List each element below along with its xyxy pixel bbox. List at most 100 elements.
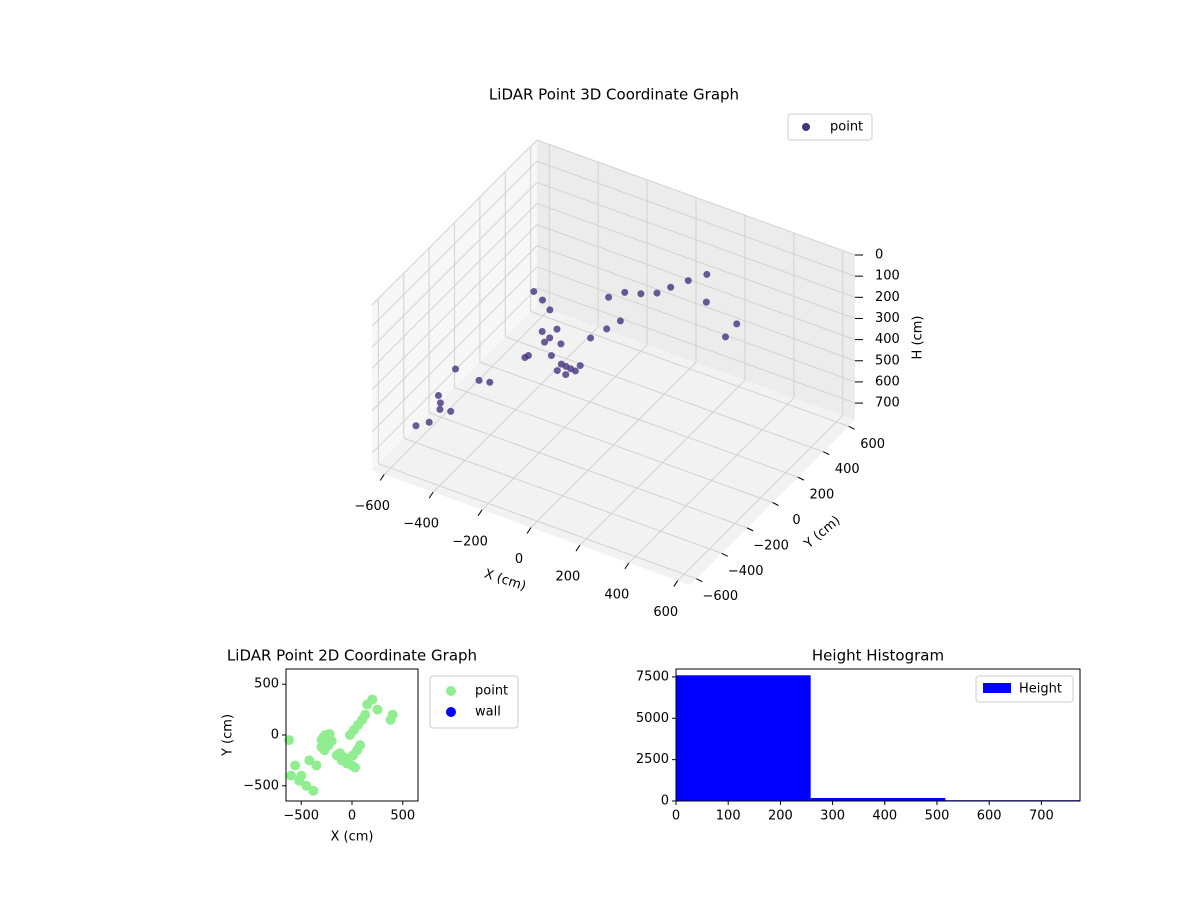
tick-mark [721,552,728,557]
z-tick-label: 200 [875,290,900,305]
point [605,293,613,301]
point [436,405,444,413]
point [308,785,319,796]
grid-line [530,310,849,427]
y-tick-label: 0 [271,728,279,743]
x-tick-label: 0 [515,552,523,567]
grid-line [371,160,538,327]
y-tick-label: −500 [243,778,279,793]
x-tick-label: 600 [977,809,1002,824]
z-tick-label: 300 [875,311,900,326]
grid-line [536,245,856,362]
z-tick-label: 600 [875,374,900,389]
y-tick-label: 5000 [636,711,669,726]
tick-mark [772,502,779,506]
grid-line [371,266,538,433]
point [553,325,561,333]
point [562,371,570,379]
point [294,775,305,786]
y-axis-label: Y (cm) [221,714,236,757]
legend-label: point [475,684,508,699]
grid-line [536,266,856,383]
point [653,289,661,297]
y-tick-label: 7500 [636,669,669,684]
chart-title: Height Histogram [812,647,944,665]
x-tick-label: 700 [1029,809,1054,824]
x-tick-label: 200 [768,809,793,824]
point [538,296,546,304]
x-tick-label: 200 [556,570,581,585]
point [546,306,554,314]
x-tick-label: 600 [653,605,678,620]
z-tick-label: 400 [875,332,900,347]
point [576,362,584,370]
x-tick-label: −500 [283,809,319,824]
tick-mark [379,474,385,481]
grid-line [371,245,538,412]
legend-label: wall [475,705,501,720]
tick-mark [797,476,805,481]
point [434,391,442,399]
legend-marker [446,707,456,717]
x-tick-label: 500 [925,809,950,824]
point [684,277,692,285]
point [702,298,710,306]
point [372,704,383,715]
point [286,770,297,781]
z-axis-label: H (cm) [911,316,926,360]
tick-mark [696,578,703,583]
grid-line [428,412,748,529]
point [567,365,575,373]
legend-box [787,113,873,141]
grid-line [371,181,538,348]
point [524,352,532,360]
point [412,422,420,430]
legend-label: point [830,120,863,135]
legend-marker [802,123,810,131]
point [547,352,555,360]
bar [810,798,946,801]
chart-title: LiDAR Point 3D Coordinate Graph [489,86,739,104]
y-tick-label: −400 [728,564,764,579]
tick-mark [624,562,630,570]
y-tick-label: 0 [661,794,669,809]
point [451,365,459,373]
point [311,760,322,771]
z-tick-label: 0 [875,248,883,263]
y-axis-label: Y (cm) [801,513,844,552]
tick-mark [526,527,532,534]
y-tick-label: −600 [702,589,738,604]
grid-line [536,160,856,277]
grid-line [536,181,856,298]
grid-line [371,139,538,306]
point [425,418,433,426]
point [621,288,629,296]
tick-mark [575,544,581,552]
y-tick-label: 400 [835,462,860,477]
point [436,399,444,407]
x-tick-label: −200 [452,534,488,549]
point [284,735,295,746]
point [530,288,538,296]
grid-line [536,202,856,319]
tick-mark [428,491,434,499]
point [304,755,315,766]
tick-mark [673,580,679,587]
point [387,709,398,720]
grid-line [536,224,856,341]
grid-line [378,463,697,580]
x-tick-label: 0 [672,809,680,824]
legend-box [975,675,1074,703]
x-tick-label: −600 [354,499,390,514]
point [486,378,494,386]
tick-mark [848,425,855,430]
point [557,340,565,348]
x-tick-label: 100 [716,809,741,824]
z-tick-label: 700 [875,396,900,411]
grid-line [536,287,856,404]
x-tick-label: 400 [872,809,897,824]
point [447,407,455,415]
point [587,334,595,342]
x-tick-label: 300 [820,809,845,824]
